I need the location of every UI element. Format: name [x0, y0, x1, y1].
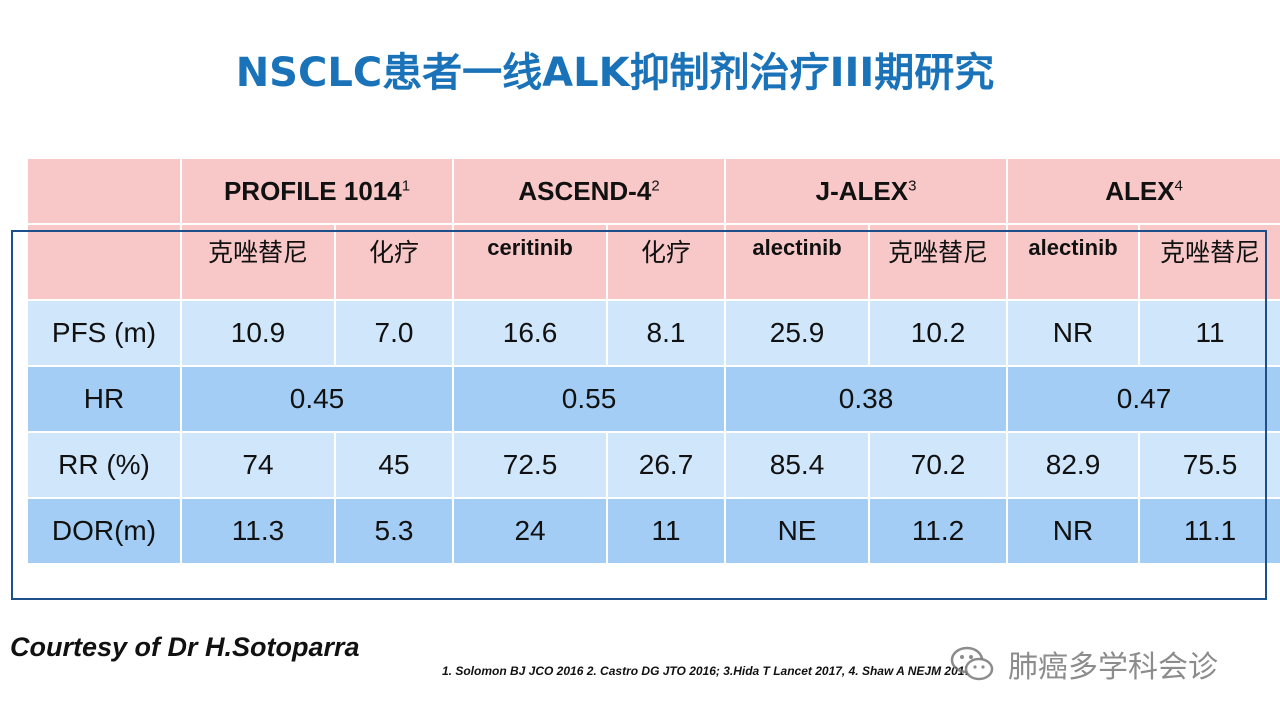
- trial-comparison-table: PROFILE 10141 ASCEND-42 J-ALEX3 ALEX4 克唑…: [26, 157, 1280, 565]
- arm-header: 克唑替尼: [180, 223, 336, 301]
- table-cell: NE: [724, 497, 871, 565]
- arm-header: alectinib: [724, 223, 871, 301]
- study-header-ascend4: ASCEND-42: [452, 157, 727, 225]
- study-header-row: PROFILE 10141 ASCEND-42 J-ALEX3 ALEX4: [26, 157, 1280, 225]
- table-cell: 0.38: [724, 365, 1009, 433]
- table-cell: 11.2: [868, 497, 1009, 565]
- rr-row: RR (%) 74 45 72.5 26.7 85.4 70.2 82.9 75…: [26, 431, 1280, 499]
- table-cell: 85.4: [724, 431, 871, 499]
- table-cell: 7.0: [333, 299, 455, 367]
- references: 1. Solomon BJ JCO 2016 2. Castro DG JTO …: [442, 664, 972, 678]
- table-cell: NR: [1006, 497, 1141, 565]
- study-header-jalex: J-ALEX3: [724, 157, 1009, 225]
- empty-corner-cell: [26, 157, 182, 225]
- table-cell: 10.9: [180, 299, 336, 367]
- arm-header: 化疗: [606, 223, 727, 301]
- table-cell: 11: [1138, 299, 1280, 367]
- pfs-row: PFS (m) 10.9 7.0 16.6 8.1 25.9 10.2 NR 1…: [26, 299, 1280, 367]
- table-cell: 26.7: [606, 431, 727, 499]
- table-cell: 11: [606, 497, 727, 565]
- table-cell: 11.3: [180, 497, 336, 565]
- table-cell: 25.9: [724, 299, 871, 367]
- dor-row: DOR(m) 11.3 5.3 24 11 NE 11.2 NR 11.1: [26, 497, 1280, 565]
- study-header-profile1014: PROFILE 10141: [179, 157, 455, 225]
- row-label: PFS (m): [26, 299, 182, 367]
- table-cell: 11.1: [1138, 497, 1280, 565]
- courtesy-note: Courtesy of Dr H.Sotoparra: [10, 632, 360, 662]
- watermark-text: 肺癌多学科会诊: [1008, 650, 1218, 685]
- table-cell: 24: [452, 497, 609, 565]
- arm-header: 化疗: [333, 223, 455, 301]
- table-cell: 8.1: [606, 299, 727, 367]
- table-cell: 10.2: [868, 299, 1009, 367]
- study-header-alex: ALEX4: [1006, 157, 1280, 225]
- arm-header: alectinib: [1006, 223, 1141, 301]
- wechat-icon: [950, 646, 994, 681]
- arm-header-row: 克唑替尼 化疗 ceritinib 化疗 alectinib 克唑替尼 alec…: [26, 223, 1280, 301]
- row-label: DOR(m): [26, 497, 182, 565]
- arm-header: 克唑替尼: [1138, 223, 1280, 301]
- table-cell: 70.2: [868, 431, 1009, 499]
- arm-header: ceritinib: [452, 223, 609, 301]
- table-cell: 75.5: [1138, 431, 1280, 499]
- table-cell: 0.45: [179, 365, 455, 433]
- slide-title: NSCLC患者一线ALK抑制剂治疗III期研究: [235, 50, 995, 96]
- table-cell: 74: [180, 431, 336, 499]
- table-cell: 5.3: [333, 497, 455, 565]
- watermark: 肺癌多学科会诊: [950, 642, 1218, 686]
- empty-cell: [26, 223, 182, 301]
- table-cell: 0.47: [1006, 365, 1280, 433]
- table-cell: 45: [333, 431, 455, 499]
- table-cell: 16.6: [452, 299, 609, 367]
- table-cell: 72.5: [452, 431, 609, 499]
- row-label: HR: [26, 365, 182, 433]
- table-cell: 82.9: [1006, 431, 1141, 499]
- table-cell: NR: [1006, 299, 1141, 367]
- arm-header: 克唑替尼: [868, 223, 1009, 301]
- row-label: RR (%): [26, 431, 182, 499]
- table-cell: 0.55: [452, 365, 727, 433]
- hr-row: HR 0.45 0.55 0.38 0.47: [26, 365, 1280, 433]
